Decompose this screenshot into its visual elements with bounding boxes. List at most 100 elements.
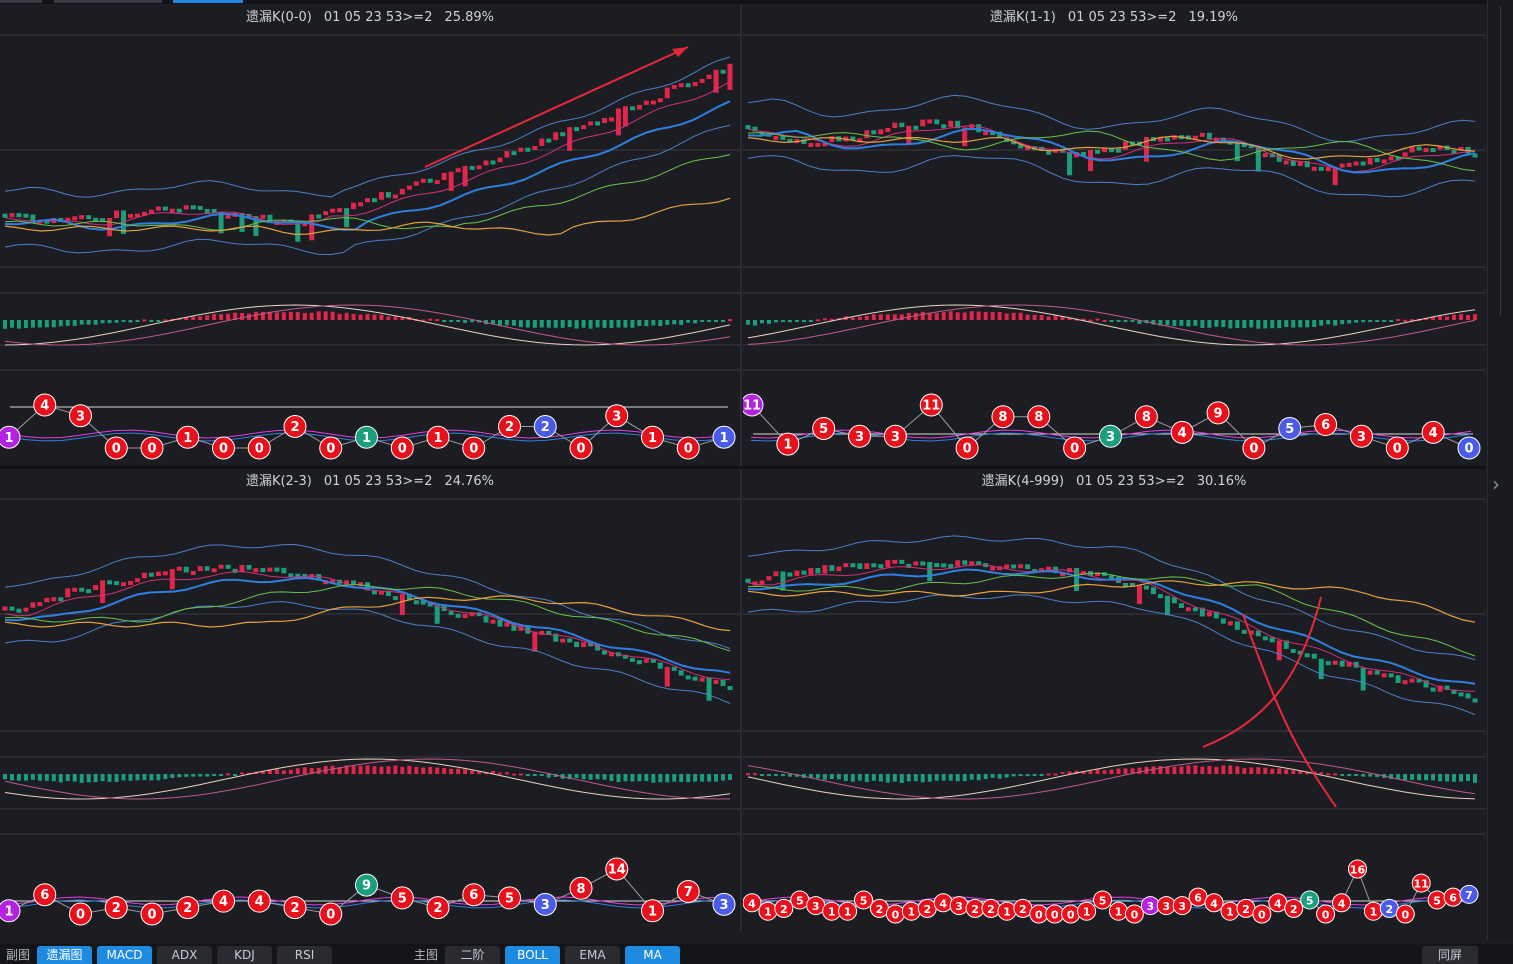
miss-badge[interactable]: 14 [605, 857, 629, 881]
miss-badge[interactable]: 0 [1316, 904, 1336, 924]
top-tab[interactable] [54, 0, 162, 3]
sidebar-scroll-track[interactable] [1500, 6, 1501, 316]
miss-badge[interactable]: 1 [1220, 901, 1240, 921]
miss-badge[interactable]: 3 [712, 892, 736, 916]
miss-badge[interactable]: 11 [1411, 873, 1431, 893]
miss-badge[interactable]: 0 [676, 436, 700, 460]
miss-badge[interactable]: 4 [1170, 420, 1194, 444]
miss-badge[interactable]: 0 [1045, 904, 1065, 924]
miss-badge[interactable]: 3 [806, 896, 826, 916]
miss-badge[interactable]: 2 [774, 898, 794, 918]
miss-badge[interactable]: 2 [283, 896, 307, 920]
tab-adx[interactable]: ADX [157, 946, 212, 964]
miss-badge[interactable]: 0 [69, 902, 92, 926]
miss-badge[interactable]: 0 [1242, 436, 1266, 460]
miss-badge[interactable]: 3 [1156, 896, 1176, 916]
top-tab-active[interactable] [173, 0, 243, 3]
miss-badge[interactable]: 0 [1385, 436, 1409, 460]
miss-badge[interactable]: 2 [176, 896, 200, 920]
miss-badge[interactable]: 3 [533, 892, 557, 916]
miss-badge[interactable]: 4 [212, 889, 235, 913]
miss-badge[interactable]: 2 [869, 898, 889, 918]
miss-badge[interactable]: 3 [605, 404, 629, 428]
miss-badge[interactable]: 16 [1347, 859, 1367, 879]
miss-badge[interactable]: 5 [498, 886, 521, 910]
miss-badge[interactable]: 3 [1349, 424, 1373, 448]
miss-badge[interactable]: 3 [1099, 424, 1122, 448]
miss-badge[interactable]: 6 [1314, 413, 1338, 437]
miss-badge[interactable]: 2 [965, 898, 985, 918]
miss-badge[interactable]: 1 [1363, 901, 1383, 921]
miss-badge[interactable]: 4 [247, 889, 271, 913]
miss-badge[interactable]: 2 [283, 415, 307, 438]
miss-badge[interactable]: 1 [712, 425, 736, 449]
miss-badge[interactable]: 1 [776, 432, 800, 456]
miss-badge[interactable]: 4 [1268, 893, 1288, 913]
tab-ma[interactable]: MA [625, 946, 680, 964]
miss-badge[interactable]: 2 [498, 415, 521, 438]
miss-badge[interactable]: 7 [676, 880, 700, 903]
miss-badge[interactable]: 4 [743, 893, 762, 913]
miss-badge[interactable]: 1 [641, 425, 664, 449]
miss-badge[interactable]: 5 [1300, 890, 1320, 910]
miss-badge[interactable]: 8 [1027, 405, 1051, 429]
miss-badge[interactable]: 7 [1459, 884, 1479, 904]
miss-badge[interactable]: 0 [319, 436, 343, 460]
miss-badge[interactable]: 0 [1124, 904, 1144, 924]
miss-badge[interactable]: 11 [919, 393, 943, 417]
miss-badge[interactable]: 0 [319, 902, 343, 926]
miss-badge[interactable]: 0 [462, 436, 486, 460]
miss-badge[interactable]: 3 [883, 424, 907, 448]
miss-badge[interactable]: 0 [1029, 904, 1049, 924]
miss-badge[interactable]: 0 [140, 902, 164, 926]
miss-badge[interactable]: 0 [569, 436, 593, 460]
tab-macd[interactable]: MACD [97, 946, 152, 964]
miss-badge[interactable]: 9 [1206, 401, 1230, 425]
tab-boll[interactable]: BOLL [505, 946, 560, 964]
miss-badge[interactable]: 6 [462, 883, 486, 907]
miss-badge[interactable]: 8 [1134, 405, 1158, 429]
miss-badge[interactable]: 5 [1427, 890, 1447, 910]
miss-badge[interactable]: 3 [848, 424, 872, 448]
miss-badge[interactable]: 1 [1108, 901, 1128, 921]
miss-badge[interactable]: 5 [790, 890, 810, 910]
miss-badge[interactable]: 3 [949, 896, 969, 916]
miss-badge[interactable]: 0 [212, 436, 235, 460]
miss-badge[interactable]: 0 [1061, 904, 1081, 924]
miss-badge[interactable]: 1 [822, 901, 842, 921]
miss-badge[interactable]: 6 [33, 883, 57, 907]
chevron-right-icon[interactable]: › [1492, 472, 1500, 496]
miss-badge[interactable]: 2 [917, 898, 937, 918]
miss-badge[interactable]: 5 [1278, 416, 1302, 440]
miss-badge[interactable]: 3 [1172, 896, 1192, 916]
miss-badge[interactable]: 11 [743, 393, 764, 417]
miss-badge[interactable]: 3 [69, 404, 92, 428]
miss-badge[interactable]: 0 [104, 436, 128, 460]
miss-badge[interactable]: 1 [838, 901, 858, 921]
miss-badge[interactable]: 1 [0, 899, 21, 923]
miss-badge[interactable]: 4 [933, 893, 953, 913]
tab-rsi[interactable]: RSI [277, 946, 332, 964]
miss-badge[interactable]: 0 [955, 436, 979, 460]
miss-badge[interactable]: 1 [997, 901, 1017, 921]
miss-badge[interactable]: 1 [641, 899, 664, 923]
miss-badge[interactable]: 0 [1252, 904, 1272, 924]
miss-badge[interactable]: 4 [1204, 893, 1224, 913]
miss-badge[interactable]: 6 [1188, 887, 1208, 907]
miss-badge[interactable]: 5 [854, 890, 874, 910]
miss-badge[interactable]: 8 [569, 876, 593, 900]
miss-badge[interactable]: 2 [533, 415, 557, 438]
same-screen-button[interactable]: 同屏 [1422, 946, 1478, 964]
miss-badge[interactable]: 1 [901, 901, 921, 921]
tab-ema[interactable]: EMA [565, 946, 620, 964]
miss-badge[interactable]: 0 [1457, 436, 1481, 460]
miss-badge[interactable]: 1 [426, 425, 450, 449]
top-tab[interactable] [0, 0, 42, 3]
miss-badge[interactable]: 2 [104, 896, 128, 920]
miss-badge[interactable]: 0 [885, 904, 905, 924]
miss-badge[interactable]: 6 [1443, 887, 1463, 907]
miss-badge[interactable]: 9 [355, 873, 378, 897]
miss-badge[interactable]: 4 [1421, 420, 1445, 444]
miss-badge[interactable]: 1 [758, 901, 778, 921]
miss-badge[interactable]: 8 [991, 405, 1015, 429]
